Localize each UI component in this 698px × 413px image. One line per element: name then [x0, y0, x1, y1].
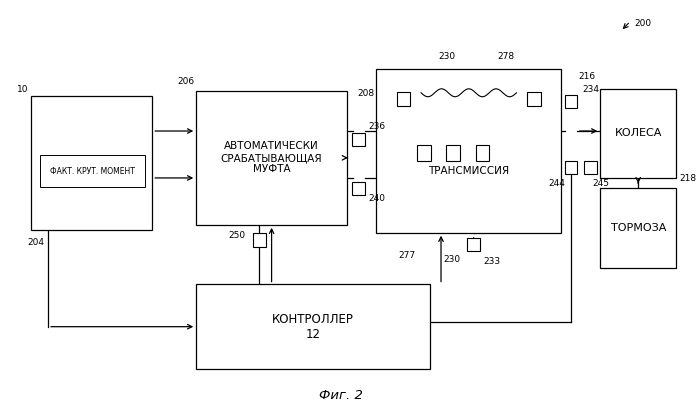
- Bar: [352, 182, 365, 195]
- Text: 204: 204: [27, 238, 44, 247]
- Text: 208: 208: [357, 89, 374, 98]
- Bar: [396, 92, 410, 106]
- Bar: [196, 91, 347, 225]
- Text: 10: 10: [17, 85, 29, 94]
- Text: 244: 244: [549, 179, 565, 188]
- Text: 250: 250: [229, 231, 246, 240]
- Bar: [352, 133, 365, 145]
- Text: ДВИГАТЕЛЬ: ДВИГАТЕЛЬ: [55, 156, 128, 169]
- Bar: [31, 96, 152, 230]
- Bar: [475, 145, 489, 161]
- Bar: [584, 161, 597, 174]
- Bar: [40, 155, 145, 187]
- Bar: [600, 89, 676, 178]
- Bar: [196, 285, 430, 369]
- Text: 245: 245: [593, 179, 609, 188]
- Text: КОЛЕСА: КОЛЕСА: [614, 128, 662, 138]
- Bar: [565, 95, 577, 108]
- Bar: [253, 233, 266, 247]
- Text: ФАКТ. КРУТ. МОМЕНТ: ФАКТ. КРУТ. МОМЕНТ: [50, 167, 135, 176]
- Bar: [527, 92, 541, 106]
- Bar: [447, 145, 460, 161]
- Bar: [417, 145, 431, 161]
- Text: 200: 200: [634, 19, 651, 28]
- Text: 218: 218: [679, 174, 696, 183]
- Text: ТОРМОЗА: ТОРМОЗА: [611, 223, 666, 233]
- Text: ТРАНСМИССИЯ: ТРАНСМИССИЯ: [428, 166, 510, 176]
- Text: Фиг. 2: Фиг. 2: [319, 389, 363, 402]
- Bar: [600, 188, 676, 268]
- Bar: [565, 161, 577, 174]
- Bar: [376, 69, 561, 233]
- Text: 230: 230: [444, 255, 461, 263]
- Text: АВТОМАТИЧЕСКИ
СРАБАТЫВАЮЩАЯ
МУФТА: АВТОМАТИЧЕСКИ СРАБАТЫВАЮЩАЯ МУФТА: [221, 141, 322, 174]
- Text: 206: 206: [177, 77, 194, 86]
- Text: 236: 236: [369, 122, 385, 131]
- Text: 277: 277: [398, 251, 415, 260]
- Text: 233: 233: [484, 256, 500, 266]
- Text: 234: 234: [583, 85, 600, 94]
- Bar: [467, 238, 480, 251]
- Text: КОНТРОЛЛЕР
12: КОНТРОЛЛЕР 12: [272, 313, 354, 341]
- Text: 240: 240: [369, 194, 385, 203]
- Text: 278: 278: [497, 52, 514, 61]
- Text: 230: 230: [438, 52, 455, 61]
- Text: 216: 216: [578, 72, 595, 81]
